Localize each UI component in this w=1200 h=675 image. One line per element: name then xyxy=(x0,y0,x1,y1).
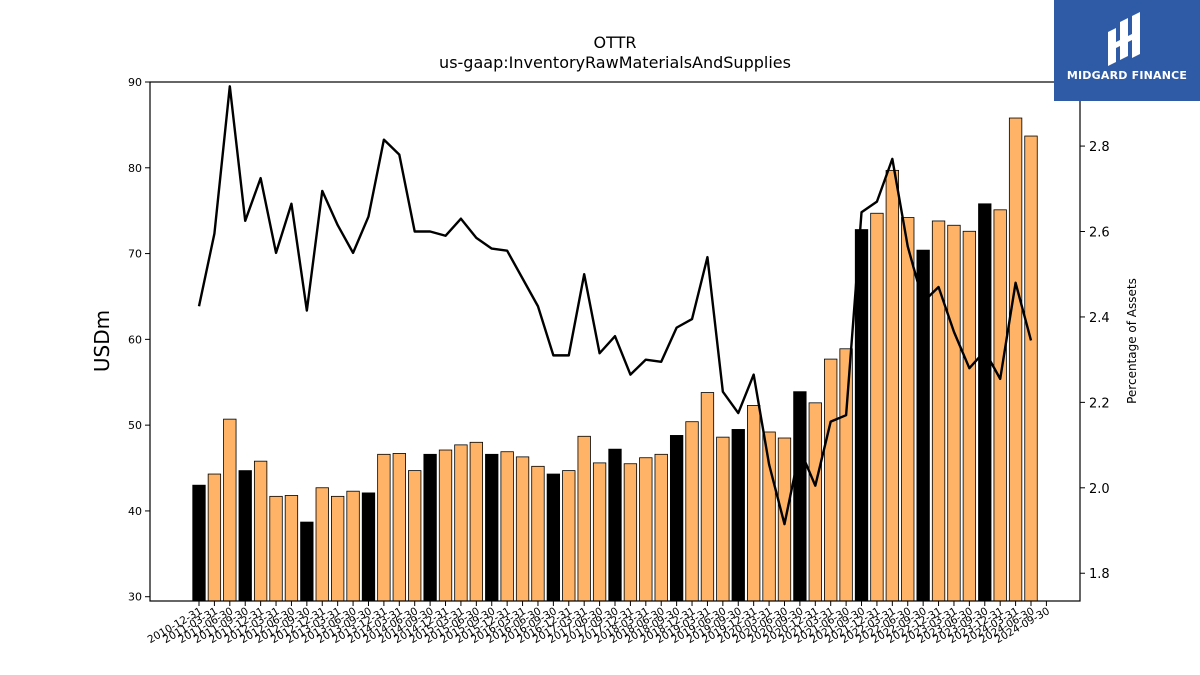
y2-axis-label: Percentage of Assets xyxy=(1125,278,1139,404)
bar xyxy=(793,391,807,602)
bar xyxy=(592,462,607,602)
y-tick-label: 90 xyxy=(128,76,142,89)
bar xyxy=(993,209,1007,602)
bar xyxy=(962,230,977,602)
bar xyxy=(192,484,206,602)
bar xyxy=(947,224,961,602)
bar xyxy=(531,465,545,602)
y-tick-label: 80 xyxy=(128,162,142,175)
bar xyxy=(300,521,314,602)
bar xyxy=(716,436,730,602)
bar xyxy=(608,448,622,602)
brand-logo: MIDGARD FINANCE xyxy=(1054,0,1200,101)
bar xyxy=(562,470,576,602)
bar xyxy=(901,217,915,602)
bar xyxy=(454,444,468,602)
logo-text: MIDGARD FINANCE xyxy=(1066,69,1188,82)
bar xyxy=(685,421,699,602)
bar xyxy=(931,220,946,602)
y-tick-label: 30 xyxy=(128,591,142,604)
y-tick-label: 50 xyxy=(128,419,142,432)
bar xyxy=(253,460,268,602)
y-tick-label: 60 xyxy=(128,333,142,346)
bar xyxy=(870,212,884,602)
bar xyxy=(839,348,853,602)
y2-tick-label: 2.6 xyxy=(1089,226,1110,241)
bar xyxy=(207,473,222,602)
bar xyxy=(747,405,761,602)
bar xyxy=(392,453,406,602)
bar xyxy=(361,492,376,602)
bar xyxy=(654,453,668,602)
bar xyxy=(731,429,745,602)
y-axis-left: 30 40 50 60 70 80 90 xyxy=(128,76,150,604)
bar xyxy=(223,418,237,602)
chart-subtitle: us-gaap:InventoryRawMaterialsAndSupplies xyxy=(439,53,791,72)
bar xyxy=(315,487,329,602)
y2-tick-label: 2.2 xyxy=(1089,396,1110,411)
line-group xyxy=(197,85,1033,526)
bar xyxy=(824,358,838,602)
y-axis-right: 1.8 2.0 2.2 2.4 2.6 2.8 xyxy=(1080,140,1110,582)
bars-group xyxy=(192,117,1038,602)
percentage-line xyxy=(197,85,1033,526)
x-axis: 2010-12-312011-03-312011-06-302011-09-30… xyxy=(146,601,1052,646)
y-tick-label: 40 xyxy=(128,505,142,518)
bar xyxy=(669,435,684,602)
bar xyxy=(700,392,715,602)
y2-tick-label: 1.8 xyxy=(1089,567,1110,582)
y-tick-label: 70 xyxy=(128,248,142,261)
bar xyxy=(639,457,653,602)
y2-tick-label: 2.4 xyxy=(1089,311,1110,326)
y2-tick-label: 2.0 xyxy=(1089,482,1110,497)
bar xyxy=(485,453,499,602)
bar xyxy=(238,470,252,602)
bar xyxy=(623,463,638,602)
bar xyxy=(978,203,992,602)
bar xyxy=(500,451,514,602)
y-axis-label: USDm xyxy=(90,310,114,372)
bar xyxy=(269,495,283,602)
bar xyxy=(1024,135,1038,602)
bar xyxy=(469,441,483,602)
bar xyxy=(438,449,453,602)
bar xyxy=(346,490,360,602)
bar xyxy=(331,495,345,602)
bar xyxy=(885,169,899,602)
bar xyxy=(1008,117,1023,602)
bar xyxy=(408,470,422,602)
bar xyxy=(577,435,591,602)
bar xyxy=(423,453,437,602)
bar xyxy=(515,456,530,602)
y2-tick-label: 2.8 xyxy=(1089,140,1110,155)
bar xyxy=(377,453,391,602)
bar xyxy=(808,402,822,602)
chart-title: OTTR xyxy=(594,33,637,52)
bar xyxy=(284,495,299,602)
bar xyxy=(546,473,561,602)
midgard-logo-icon xyxy=(1108,12,1140,66)
